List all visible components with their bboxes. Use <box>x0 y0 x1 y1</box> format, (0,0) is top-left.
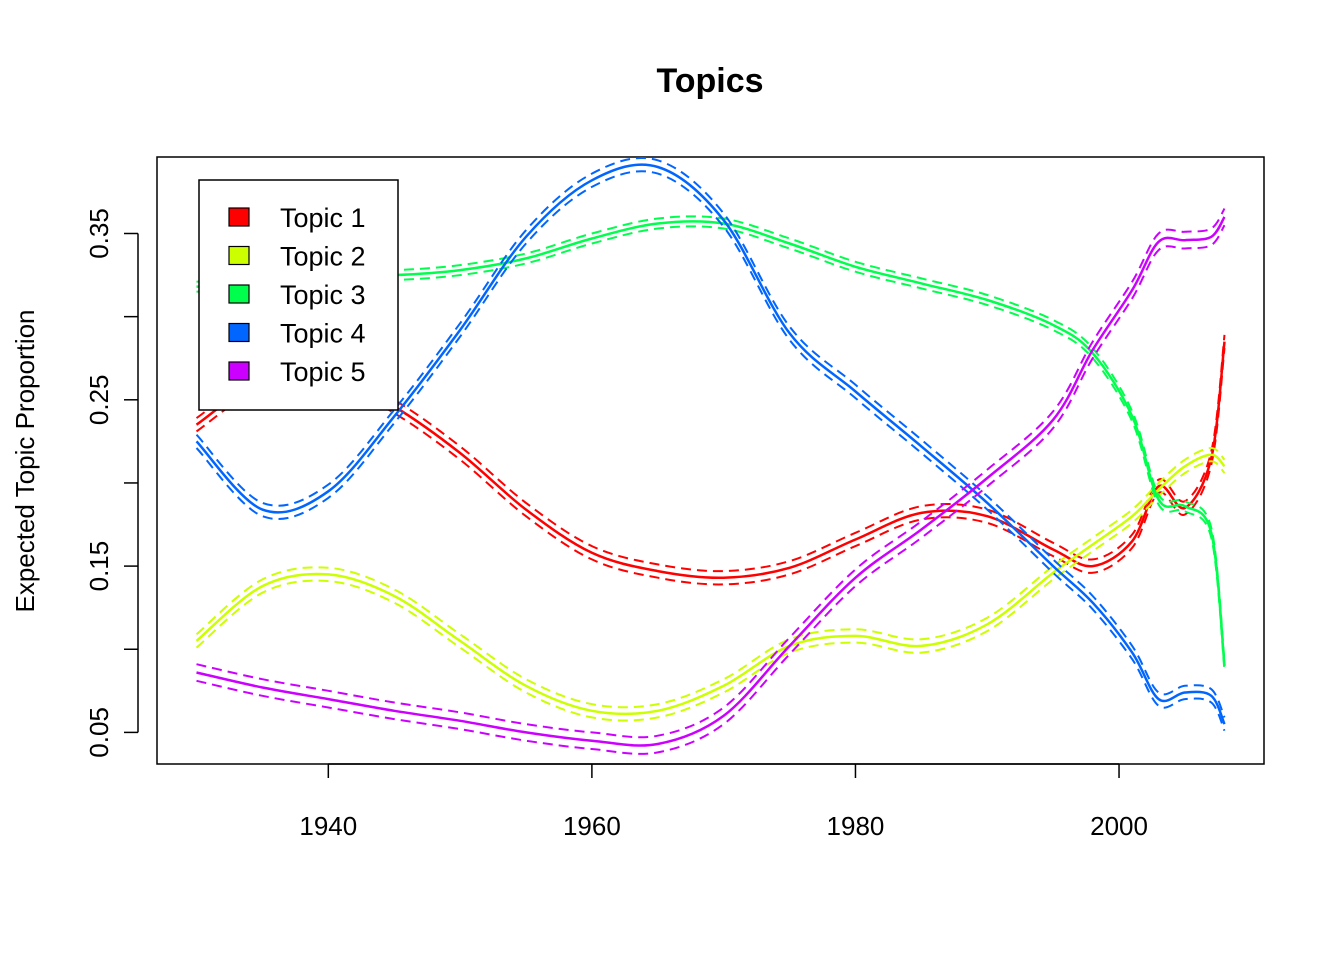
x-axis: 1940 1960 1980 2000 <box>299 763 1148 841</box>
series-upper-band <box>196 215 1226 661</box>
x-tick-label: 2000 <box>1090 811 1148 841</box>
legend-swatch-topic-3 <box>228 284 250 304</box>
y-axis-label: Expected Topic Proportion <box>10 309 40 612</box>
legend-swatch-topic-1 <box>228 207 250 227</box>
series-line <box>196 216 1226 747</box>
x-tick-label: 1960 <box>563 811 621 841</box>
series-lower-band <box>196 224 1226 755</box>
legend-label-topic-3: Topic 3 <box>280 280 366 310</box>
legend-label-topic-4: Topic 4 <box>280 319 366 349</box>
series-topic-4 <box>195 156 1226 732</box>
legend-label-topic-5: Topic 5 <box>280 357 366 387</box>
series-topic-2 <box>195 446 1226 722</box>
y-tick-label: 0.35 <box>84 208 114 259</box>
series-lower-band <box>195 170 1226 732</box>
x-tick-label: 1980 <box>827 811 885 841</box>
legend-swatch-topic-4 <box>228 322 250 343</box>
legend-label-topic-1: Topic 1 <box>280 203 366 233</box>
series-topic-5 <box>196 208 1226 755</box>
series-line <box>196 220 1226 667</box>
series-lower-band <box>195 460 1226 722</box>
legend-label-topic-2: Topic 2 <box>280 242 366 272</box>
legend-swatch-topic-5 <box>228 361 250 381</box>
series-topic-3 <box>196 215 1226 671</box>
chart-title: Topics <box>656 62 763 100</box>
legend-swatch-topic-2 <box>228 245 250 266</box>
series-layer <box>195 156 1226 755</box>
series-upper-band <box>195 156 1226 718</box>
y-tick-label: 0.25 <box>84 374 114 425</box>
y-tick-label: 0.15 <box>84 541 114 592</box>
series-lower-band <box>196 225 1226 671</box>
y-axis: 0.05 0.15 0.25 0.35 <box>84 208 139 758</box>
legend: Topic 1 Topic 2 Topic 3 Topic 4 Topic 5 <box>198 179 399 411</box>
series-upper-band <box>196 208 1226 739</box>
series-line <box>195 453 1226 716</box>
series-line <box>195 163 1226 725</box>
y-tick-label: 0.05 <box>84 707 114 758</box>
x-tick-label: 1940 <box>299 811 357 841</box>
